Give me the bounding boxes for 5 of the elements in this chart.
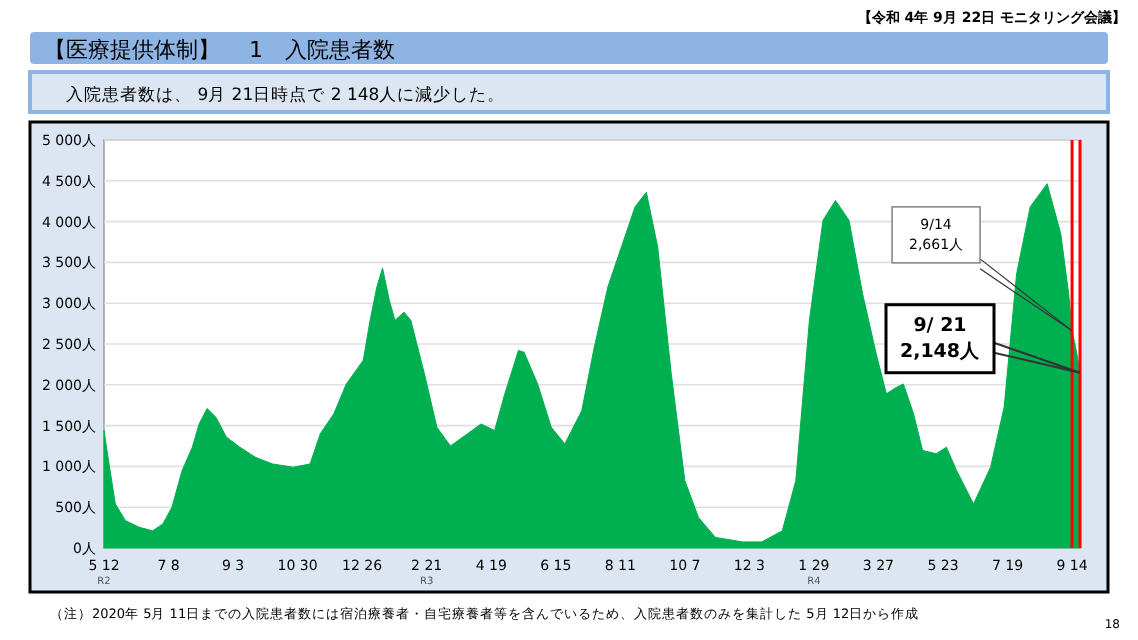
chart-subtitle: 入院患者数は、 9月 21日時点で 2 148人に減少した。 [66, 84, 506, 106]
chart-title: 【医療提供体制】 1 入院患者数 [44, 37, 395, 63]
title-banner: 【医療提供体制】 1 入院患者数 [30, 32, 1108, 64]
annotation: 9/ 21 2,148人 [899, 314, 983, 363]
subtitle-box: 入院患者数は、 9月 21日時点で 2 148人に減少した。 [28, 70, 1110, 114]
